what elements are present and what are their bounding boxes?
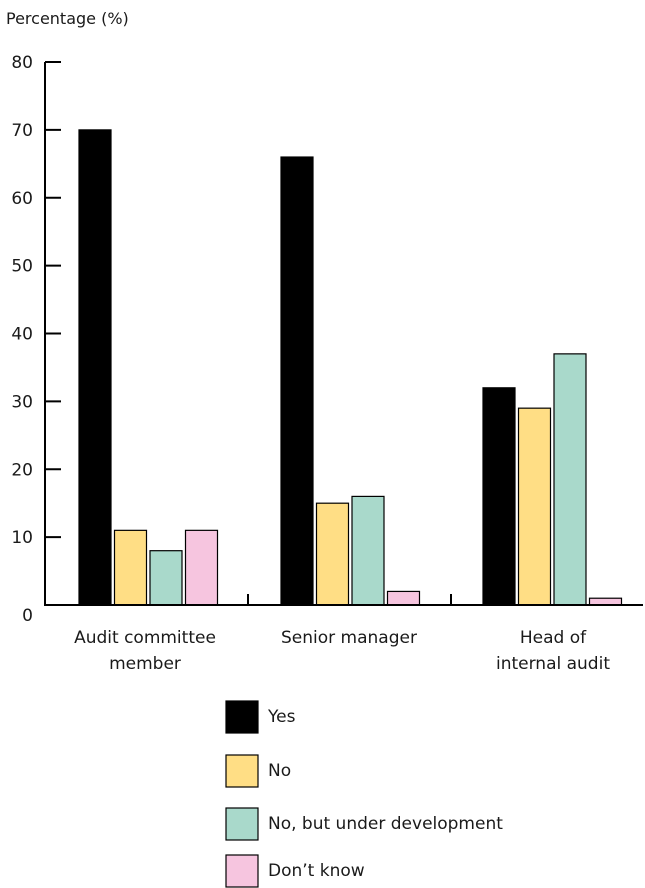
y-tick-label-20: 20	[11, 460, 33, 480]
y-tick-label-60: 60	[11, 189, 33, 209]
x-category-label-0-0: Audit committee	[74, 628, 216, 648]
bar-no-but-under-development-1	[351, 495, 385, 606]
legend-label-don-t-know: Don’t know	[268, 861, 365, 881]
bar-don-t-know-0	[184, 529, 219, 606]
bar-don-t-know-1	[386, 590, 421, 606]
bar-yes-0	[78, 129, 112, 606]
bar-no-0	[113, 529, 148, 606]
bar-no-but-under-development-2	[553, 353, 587, 606]
legend-label-yes: Yes	[267, 707, 296, 727]
bar-don-t-know-2	[588, 597, 623, 606]
legend-swatch-no	[225, 754, 259, 788]
x-category-label-2-0: Head of	[520, 628, 587, 648]
y-ticks-group: 0 10 20 30 40 50 60 70 80	[11, 53, 61, 626]
bars-group	[78, 129, 623, 606]
y-tick-label-40: 40	[11, 325, 33, 345]
y-tick-label-70: 70	[11, 121, 33, 141]
bar-yes-1	[280, 156, 314, 606]
bar-yes-2	[482, 387, 516, 606]
legend-swatch-yes	[225, 700, 259, 734]
legend-label-no: No	[268, 761, 291, 781]
x-category-label-0-1: member	[109, 654, 181, 674]
x-category-label-1-0: Senior manager	[281, 628, 417, 648]
bar-no-but-under-development-0	[149, 550, 183, 606]
legend-swatch-no-but-under-development	[225, 807, 259, 841]
bar-no-2	[517, 407, 552, 606]
y-tick-label-30: 30	[11, 392, 33, 412]
legend-label-no-but-under-development: No, but under development	[268, 814, 503, 834]
y-tick-label-0: 0	[22, 606, 33, 626]
x-labels-group: Audit committee member Senior manager Head …	[74, 628, 610, 674]
y-axis-title: Percentage (%)	[6, 9, 129, 28]
y-tick-label-10: 10	[11, 528, 33, 548]
y-tick-label-80: 80	[11, 53, 33, 73]
legend: Yes No No, but under development Don’t know	[225, 700, 503, 888]
bar-no-1	[315, 502, 350, 606]
x-category-label-2-1: internal audit	[496, 654, 610, 674]
legend-swatch-don-t-know	[225, 854, 259, 888]
y-tick-label-50: 50	[11, 257, 33, 277]
